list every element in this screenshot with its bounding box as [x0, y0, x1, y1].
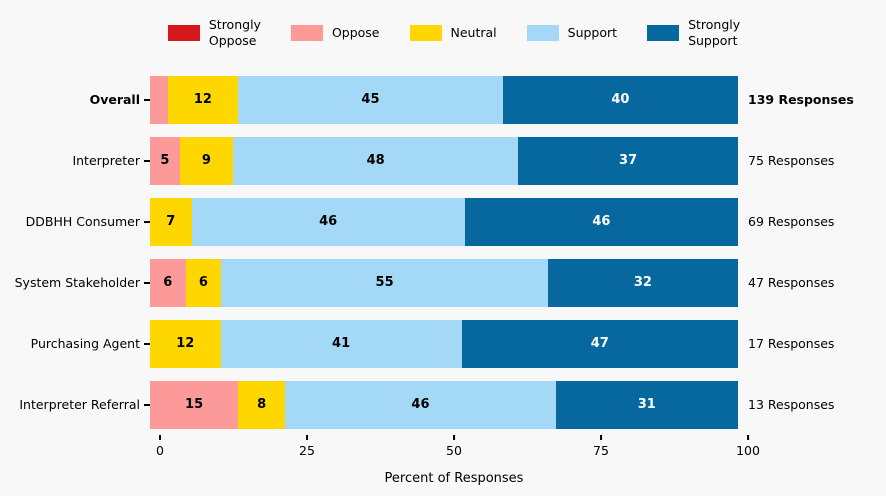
responses-count-label: 75 Responses [748, 153, 835, 168]
category-cell: Purchasing Agent [0, 335, 150, 351]
strongly_oppose-swatch-icon [167, 25, 200, 41]
x-tick-0: 0 [156, 435, 164, 458]
responses-count-label: 69 Responses [748, 214, 835, 229]
bar-segment-support: 41 [220, 319, 462, 368]
stacked-bar: 15 8 46 31 [150, 380, 738, 429]
chart-row-system-stakeholder: System Stakeholder 6 6 55 32 47 Responses [0, 252, 886, 313]
stacked-bar: 6 6 55 32 [150, 258, 738, 307]
x-tick-label: 75 [593, 443, 609, 458]
bar-segment-strongly_support: 47 [461, 319, 738, 368]
bar-segment-support: 45 [238, 75, 503, 124]
chart-row-purchasing-agent: Purchasing Agent 12 41 47 17 Responses [0, 313, 886, 374]
support-swatch-icon [526, 25, 559, 41]
bar-segment-strongly_support: 32 [547, 258, 738, 307]
stacked-bar: 7 46 46 [150, 197, 738, 246]
oppose-swatch-icon [290, 25, 323, 41]
bar-segment-support: 48 [233, 136, 519, 185]
bar-segment-neutral: 8 [238, 380, 286, 429]
category-cell: Interpreter [0, 152, 150, 168]
bar-segment-strongly_support: 31 [555, 380, 738, 429]
legend-item-oppose: Oppose [290, 25, 380, 41]
chart-row-overall: Overall 12 45 40 139 Responses [0, 69, 886, 130]
bar-segment-strongly_support: 40 [502, 75, 738, 124]
stacked-bar: 12 45 40 [150, 75, 738, 124]
bar-segment-oppose: 5 [150, 136, 180, 185]
bar-segment-support: 46 [285, 380, 556, 429]
x-tick-label: 100 [736, 443, 760, 458]
legend-label-oppose: Oppose [331, 25, 380, 41]
legend-item-support: Support [526, 25, 618, 41]
x-tick-label: 0 [156, 443, 164, 458]
legend-item-strongly_support: Strongly Support [647, 17, 740, 48]
bar-segment-support: 46 [191, 197, 465, 246]
x-tick-25: 25 [299, 435, 315, 458]
bar-segment-oppose: 6 [150, 258, 186, 307]
x-tick-mark [158, 435, 161, 440]
legend-label-neutral: Neutral [450, 25, 497, 41]
neutral-swatch-icon [409, 25, 442, 41]
x-tick-75: 75 [593, 435, 609, 458]
bar-segment-strongly_support: 37 [518, 136, 738, 185]
strongly_support-swatch-icon [647, 25, 680, 41]
y-tick-mark [144, 220, 150, 223]
bar-segment-oppose: 15 [150, 380, 239, 429]
stacked-bar: 12 41 47 [150, 319, 738, 368]
chart-row-interpreter-referral: Interpreter Referral 15 8 46 31 13 Responses [0, 374, 886, 435]
bar-segment-support: 55 [221, 258, 548, 307]
legend-label-strongly_support: Strongly Support [688, 17, 741, 48]
category-label: Interpreter Referral [19, 396, 140, 412]
x-tick-mark [453, 435, 455, 440]
legend-label-support: Support [567, 25, 618, 41]
category-cell: Overall [0, 91, 150, 107]
y-tick-mark [144, 281, 150, 284]
legend-item-strongly_oppose: Strongly Oppose [167, 17, 261, 48]
x-tick-50: 50 [446, 435, 462, 458]
category-label: Purchasing Agent [30, 335, 140, 351]
x-tick-mark [746, 435, 749, 440]
bar-segment-strongly_support: 46 [464, 197, 738, 246]
category-cell: DDBHH Consumer [0, 213, 150, 229]
x-axis-label: Percent of Responses [384, 471, 524, 486]
category-label: Interpreter [72, 152, 140, 168]
category-cell: Interpreter Referral [0, 396, 150, 412]
y-tick-mark [144, 98, 150, 101]
chart-row-interpreter: Interpreter 5 9 48 37 75 Responses [0, 130, 886, 191]
x-tick-label: 25 [299, 443, 315, 458]
bar-segment-neutral: 6 [185, 258, 222, 307]
bar-segment-neutral: 12 [167, 75, 239, 124]
chart-row-ddbhh-consumer: DDBHH Consumer 7 46 46 69 Responses [0, 191, 886, 252]
legend-label-strongly_oppose: Strongly Oppose [208, 17, 261, 48]
chart-rows: Overall 12 45 40 139 Responses Interpreter 5 9 4… [0, 69, 886, 435]
category-label: DDBHH Consumer [25, 213, 140, 229]
responses-count-label: 17 Responses [748, 336, 835, 351]
responses-count-label: 139 Responses [748, 92, 854, 107]
category-cell: System Stakeholder [0, 274, 150, 290]
y-tick-mark [144, 159, 150, 162]
legend-item-neutral: Neutral [409, 25, 497, 41]
stacked-bar: 5 9 48 37 [150, 136, 738, 185]
bar-segment-neutral: 9 [179, 136, 234, 185]
bar-segment-oppose [150, 75, 168, 124]
responses-count-label: 47 Responses [748, 275, 835, 290]
bar-segment-neutral: 7 [150, 197, 192, 246]
legend: Strongly Oppose Oppose Neutral Support Stron… [158, 8, 750, 58]
x-axis: 0 25 50 75 100 [156, 435, 760, 465]
x-tick-100: 100 [736, 435, 760, 458]
x-tick-label: 50 [446, 443, 462, 458]
responses-count-label: 13 Responses [748, 397, 835, 412]
y-tick-mark [144, 342, 150, 345]
bar-segment-neutral: 12 [150, 319, 221, 368]
y-tick-mark [144, 403, 150, 406]
category-label: Overall [89, 91, 140, 107]
category-label: System Stakeholder [14, 274, 140, 290]
x-tick-mark [306, 435, 308, 440]
x-tick-mark [600, 435, 602, 440]
